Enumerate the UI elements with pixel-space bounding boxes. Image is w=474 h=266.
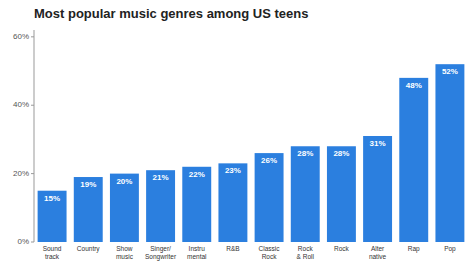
y-axis-line: [34, 30, 35, 242]
y-tick: [31, 242, 34, 243]
chart-title: Most popular music genres among US teens: [34, 6, 309, 21]
y-tick: [31, 105, 34, 106]
bar: [110, 174, 139, 242]
x-tick-label: Rap: [408, 245, 420, 253]
bar: [291, 146, 320, 242]
y-tick: [31, 36, 34, 37]
bar: [255, 153, 284, 242]
bars: [38, 64, 465, 242]
y-tick-label: 40%: [13, 100, 29, 109]
y-tick-label: 60%: [13, 32, 29, 41]
bar: [327, 146, 356, 242]
data-label: 31%: [370, 139, 386, 148]
data-label: 28%: [297, 149, 313, 158]
bar: [146, 170, 175, 242]
bar: [74, 177, 103, 242]
data-label: 20%: [116, 177, 132, 186]
x-tick-label: R&B: [226, 245, 239, 252]
data-label: 26%: [261, 156, 277, 165]
x-tick-label: Alternative: [369, 245, 387, 260]
x-tick-label: Singer/Songwriter: [145, 245, 177, 261]
data-label: 21%: [153, 173, 169, 182]
bar: [363, 136, 392, 242]
data-label: 48%: [406, 81, 422, 90]
bar: [182, 167, 211, 242]
bar: [435, 64, 464, 242]
y-tick-label: 0%: [17, 237, 29, 246]
bar: [399, 78, 428, 242]
y-tick: [31, 173, 34, 174]
data-label: 52%: [442, 67, 458, 76]
data-label: 15%: [44, 194, 60, 203]
x-tick-label: Rock& Roll: [297, 245, 315, 260]
chart-svg: Most popular music genres among US teens…: [0, 0, 474, 266]
x-tick-label: Country: [77, 245, 101, 253]
data-label: 23%: [225, 166, 241, 175]
x-tick-label: Instrumental: [187, 245, 207, 260]
x-tick-label: Pop: [444, 245, 456, 253]
data-label: 22%: [189, 170, 205, 179]
y-tick-label: 20%: [13, 169, 29, 178]
data-label: 28%: [333, 149, 349, 158]
chart-container: Most popular music genres among US teens…: [0, 0, 474, 266]
x-tick-label: Rock: [334, 245, 350, 252]
x-tick-label: Showmusic: [116, 245, 134, 260]
x-tick-label: ClassicRock: [259, 245, 281, 260]
bar: [218, 163, 247, 242]
bar: [38, 191, 67, 242]
data-label: 19%: [80, 180, 96, 189]
x-tick-label: Soundtrack: [43, 245, 62, 260]
